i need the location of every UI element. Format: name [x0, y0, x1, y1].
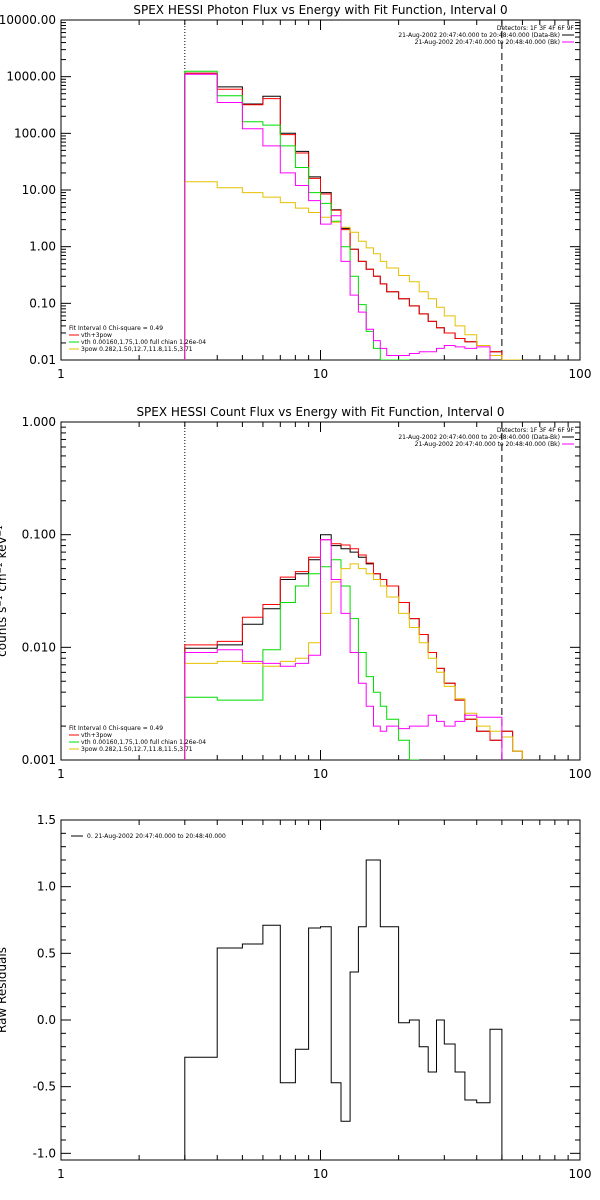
- series-line-1: [184, 534, 523, 760]
- legend-entry: vth+3pow: [81, 732, 112, 739]
- legend-entry: vth+3pow: [81, 332, 112, 339]
- x-tick-label: 100: [569, 767, 592, 781]
- legend-title: Fit Interval 0 Chi-square = 0.49: [69, 325, 163, 332]
- series-line-2: [184, 72, 523, 360]
- time-interval-label: 21-Aug-2002 20:47:40.000 to 20:48:40.000…: [398, 32, 560, 39]
- time-interval-label: 21-Aug-2002 20:47:40.000 to 20:48:40.000…: [398, 434, 560, 441]
- legend-entry: vth 0.00160,1.75,1.00 full chian 1.26e-0…: [81, 339, 206, 346]
- series-line-5: [184, 73, 491, 360]
- legend-entry: 3pow 0.282,1.50,12.7,11.8,11.5,3.71: [81, 346, 193, 353]
- series-line-4: [184, 563, 523, 760]
- y-tick-label: 0.100: [22, 528, 56, 542]
- legend-entry: 0. 21-Aug-2002 20:47:40.000 to 20:48:40.…: [87, 833, 226, 840]
- time-interval-label: 21-Aug-2002 20:47:40.000 to 20:48:40.000…: [415, 441, 560, 448]
- legend-entry: 3pow 0.282,1.50,12.7,11.8,11.5,3.71: [81, 746, 193, 753]
- y-tick-label: 0.0: [37, 1013, 56, 1027]
- detectors-label: Detectors: 1F 3F 4F 6F 9F: [497, 25, 575, 32]
- x-tick-label: 1: [57, 1167, 65, 1181]
- y-tick-label: 10000.00: [0, 13, 56, 27]
- x-tick-label: 100: [569, 1167, 592, 1181]
- y-tick-label: 1000.00: [6, 70, 56, 84]
- legend-entry: vth 0.00160,1.75,1.00 full chian 1.26e-0…: [81, 739, 206, 746]
- series-line-4: [184, 181, 523, 360]
- x-tick-label: 1: [57, 367, 65, 381]
- y-tick-label: 0.001: [22, 753, 56, 767]
- x-tick-label: 10: [313, 367, 328, 381]
- y-tick-label: 0.10: [29, 296, 56, 310]
- y-tick-label: 1.00: [29, 240, 56, 254]
- x-tick-label: 1: [57, 767, 65, 781]
- chart-title: SPEX HESSI Count Flux vs Energy with Fit…: [136, 405, 504, 419]
- y-tick-label: 1.0: [37, 880, 56, 894]
- legend-title: Fit Interval 0 Chi-square = 0.49: [69, 725, 163, 732]
- y-tick-label: 1.000: [22, 415, 56, 429]
- y-tick-label: 0.010: [22, 640, 56, 654]
- chart-panel-2: SPEX HESSI Count Flux vs Energy with Fit…: [0, 405, 591, 781]
- y-tick-label: 0.01: [29, 353, 56, 367]
- y-tick-label: -1.0: [33, 1146, 56, 1160]
- series-line-2: [184, 539, 523, 760]
- series-line-3: [184, 559, 420, 760]
- x-tick-label: 10: [313, 767, 328, 781]
- y-tick-label: 100.00: [14, 126, 56, 140]
- chart-panel-1: SPEX HESSI Photon Flux vs Energy with Fi…: [0, 3, 591, 381]
- series-line-1: [184, 72, 523, 360]
- series-line-1: [184, 859, 503, 1160]
- chart-panel-3: 1 10 100 -1.0 -0.5 0.0 0.5 1.0 1.5 Raw Residuals 0…: [0, 813, 591, 1181]
- y-tick-label: 0.5: [37, 946, 56, 960]
- y-tick-label: -0.5: [33, 1080, 56, 1094]
- y-axis-label: counts s⁻¹ cm⁻² keV⁻¹: [0, 525, 9, 657]
- series-line-5: [184, 539, 503, 760]
- y-tick-label: 10.00: [22, 183, 56, 197]
- x-tick-label: 10: [313, 1167, 328, 1181]
- y-axis-label: Raw Residuals: [0, 947, 9, 1033]
- x-tick-label: 100: [569, 367, 592, 381]
- series-line-3: [184, 70, 410, 360]
- chart-title: SPEX HESSI Photon Flux vs Energy with Fi…: [133, 3, 507, 17]
- y-tick-label: 1.5: [37, 813, 56, 827]
- detectors-label: Detectors: 1F 3F 4F 6F 9F: [497, 427, 575, 434]
- time-interval-label: 21-Aug-2002 20:47:40.000 to 20:48:40.000…: [415, 39, 560, 46]
